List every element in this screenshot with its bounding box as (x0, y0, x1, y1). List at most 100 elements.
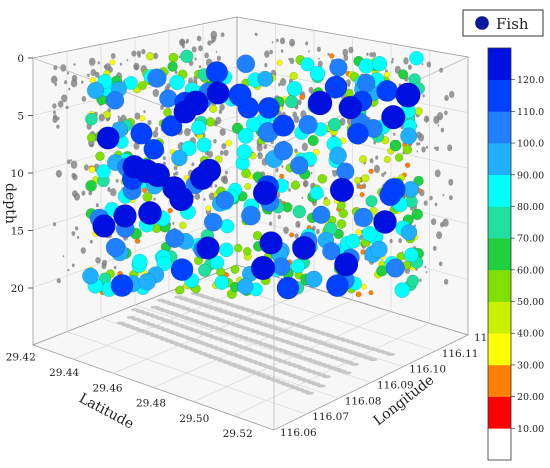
right-wall-shadow (393, 132, 396, 136)
left-wall-shadow (152, 89, 159, 97)
left-wall-shadow (198, 45, 203, 52)
right-wall-shadow (281, 165, 284, 168)
right-wall-shadow (439, 67, 443, 73)
left-wall-shadow (141, 48, 146, 55)
colorbar-tick-label: 90.00 (517, 170, 544, 181)
left-wall-shadow (173, 165, 178, 171)
left-wall-shadow (55, 169, 63, 178)
left-wall-shadow (74, 226, 79, 231)
latitude-axis-title: Latitude (76, 390, 136, 432)
left-wall-shadow (179, 38, 186, 47)
fish-point (175, 285, 185, 295)
fish-point (285, 95, 299, 109)
latitude-tick-label: 29.42 (6, 352, 36, 364)
right-wall-shadow (435, 146, 439, 151)
left-wall-shadow (56, 116, 60, 121)
colorbar-segment (488, 48, 511, 80)
right-wall-shadow (442, 218, 449, 227)
left-wall-shadow (73, 63, 76, 66)
right-wall-shadow (308, 86, 314, 94)
left-wall-shadow (52, 110, 56, 115)
left-wall-shadow (88, 57, 96, 66)
fish-point (179, 221, 187, 230)
left-wall-shadow (81, 80, 84, 84)
left-wall-shadow (60, 64, 67, 72)
fish-point (156, 256, 172, 272)
left-wall-shadow (160, 105, 164, 110)
fish-point (137, 80, 147, 91)
right-wall-shadow (426, 61, 432, 68)
fish-point (406, 274, 420, 288)
left-wall-shadow (174, 171, 179, 176)
left-wall-shadow (67, 268, 70, 272)
fish-point (113, 204, 137, 228)
left-wall-shadow (110, 53, 116, 59)
depth-axis-title: depth (2, 183, 18, 224)
longitude-tick-label: 116.07 (312, 411, 349, 423)
fish-point (400, 127, 418, 145)
floor-track (342, 371, 352, 375)
fish-point (334, 252, 359, 277)
colorbar-segment (488, 238, 511, 271)
right-wall-shadow (264, 50, 270, 58)
left-wall-shadow (223, 149, 229, 156)
right-wall-shadow (437, 124, 440, 127)
fish-point (323, 198, 331, 207)
fish-point (358, 155, 368, 164)
left-wall-shadow (220, 32, 225, 37)
legend[interactable]: Fish (462, 9, 544, 37)
fish-point (353, 207, 374, 228)
fish-point (252, 180, 278, 206)
right-wall-shadow (421, 146, 426, 153)
fish-point (395, 82, 421, 108)
right-wall-shadow (429, 195, 433, 201)
fish-point (214, 275, 230, 290)
left-wall-shadow (219, 103, 225, 111)
right-wall-shadow (280, 49, 284, 53)
fish-point (168, 52, 179, 63)
colorbar-segment (488, 79, 511, 112)
fish-point (385, 258, 405, 278)
left-wall-shadow (70, 79, 78, 88)
fish-point (205, 205, 212, 212)
colorbar-tick-label: 10.00 (517, 424, 544, 435)
right-wall-shadow (269, 221, 273, 226)
left-wall-shadow (191, 46, 197, 53)
right-wall-shadow (373, 140, 376, 145)
colorbar-segment (488, 174, 511, 207)
left-wall-shadow (166, 83, 171, 89)
left-wall-shadow (203, 198, 206, 201)
fish-point (147, 68, 167, 88)
left-wall-shadow (136, 50, 141, 56)
latitude-tick-label: 29.46 (93, 382, 123, 394)
left-wall-shadow (210, 39, 214, 44)
fish-point (105, 91, 125, 110)
right-wall-shadow (315, 228, 320, 235)
fish-point (245, 116, 262, 133)
colorbar-tick-label: 70.00 (517, 234, 544, 245)
left-wall-shadow (214, 184, 218, 188)
fish-point (88, 166, 96, 173)
colorbar-tick-label: 80.00 (517, 202, 544, 213)
colorbar-segment (488, 428, 511, 461)
colorbar-segment (488, 143, 511, 176)
left-wall-shadow (133, 142, 140, 150)
right-wall-shadow (316, 46, 321, 52)
left-wall-shadow (73, 192, 81, 201)
left-wall-shadow (110, 188, 117, 197)
fish-point (181, 140, 197, 157)
left-wall-shadow (216, 55, 221, 61)
left-wall-shadow (131, 50, 137, 57)
fish-point (236, 54, 256, 74)
right-wall-shadow (433, 146, 436, 150)
floor-track (305, 391, 314, 395)
left-wall-shadow (76, 236, 80, 239)
left-wall-shadow (134, 64, 139, 71)
right-wall-shadow (303, 180, 309, 188)
fish-point (257, 70, 274, 87)
fish-point (394, 282, 411, 298)
right-wall-shadow (348, 46, 354, 54)
fish-point (123, 76, 138, 90)
fish-point (400, 224, 418, 241)
left-wall-shadow (103, 64, 108, 69)
